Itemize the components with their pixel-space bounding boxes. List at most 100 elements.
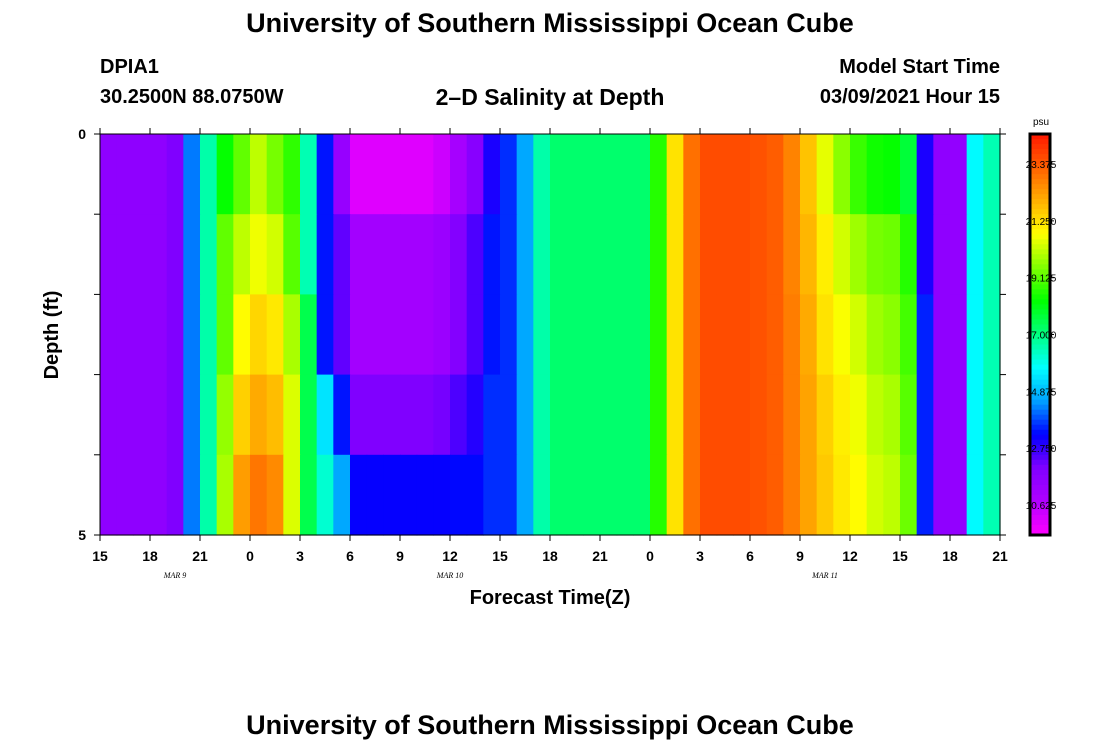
- heatmap-cell: [783, 374, 801, 456]
- heatmap-cell: [216, 294, 234, 376]
- heatmap-cell: [166, 454, 184, 536]
- colorbar-swatch: [1030, 144, 1050, 150]
- heatmap-cell: [583, 374, 601, 456]
- heatmap-cell: [766, 134, 784, 215]
- y-axis: 05: [78, 126, 1006, 543]
- heatmap-cell: [433, 134, 451, 215]
- heatmap-cell: [466, 134, 484, 215]
- heatmap-cell: [750, 134, 768, 215]
- colorbar-label: 12.750: [1026, 444, 1057, 455]
- x-tick-label: 18: [542, 548, 558, 564]
- colorbar-swatch: [1030, 504, 1050, 511]
- heatmap-cell: [683, 134, 701, 215]
- heatmap-cell: [200, 134, 218, 215]
- heatmap-cell: [733, 374, 751, 456]
- heatmap-cell: [933, 374, 951, 456]
- colorbar-swatch: [1030, 489, 1050, 496]
- heatmap-cell: [533, 374, 551, 456]
- heatmap-cell: [183, 134, 201, 215]
- colorbar-swatch: [1030, 214, 1050, 220]
- heatmap-cell: [666, 134, 684, 215]
- heatmap-cell: [233, 454, 251, 536]
- colorbar-swatch: [1030, 239, 1050, 245]
- colorbar-swatch: [1030, 479, 1050, 486]
- colorbar-label: 14.875: [1026, 387, 1057, 398]
- colorbar-swatch: [1030, 459, 1050, 466]
- heatmap-cell: [383, 214, 401, 295]
- heatmap-cell: [800, 134, 818, 215]
- heatmap-cell: [383, 134, 401, 215]
- heatmap-cell: [533, 134, 551, 215]
- heatmap-cell: [466, 294, 484, 376]
- heatmap-cell: [350, 294, 368, 376]
- heatmap-cell: [766, 374, 784, 456]
- heatmap-cell: [250, 374, 268, 456]
- heatmap-cell: [200, 294, 218, 376]
- heatmap-cell: [200, 214, 218, 295]
- heatmap-cell: [933, 294, 951, 376]
- colorbar-swatch: [1030, 264, 1050, 270]
- colorbar-swatch: [1030, 304, 1050, 311]
- heatmap-cell: [366, 294, 384, 376]
- heatmap-cell: [766, 214, 784, 295]
- heatmap-cell: [150, 374, 168, 456]
- station-id: DPIA1: [100, 56, 159, 78]
- heatmap-cell: [550, 134, 568, 215]
- heatmap-cell: [133, 214, 151, 295]
- colorbar-swatch: [1030, 524, 1050, 531]
- heatmap-cell: [250, 134, 268, 215]
- heatmap-cell: [966, 214, 984, 295]
- heatmap-cell: [883, 374, 901, 456]
- heatmap-cell: [466, 454, 484, 536]
- model-start-value: 03/09/2021 Hour 15: [819, 86, 1000, 108]
- heatmap-cell: [600, 374, 618, 456]
- x-tick-label: 21: [592, 548, 608, 564]
- colorbar-swatch: [1030, 194, 1050, 200]
- heatmap-cell: [316, 454, 334, 536]
- heatmap-cell: [100, 134, 118, 215]
- heatmap-cell: [283, 134, 301, 215]
- colorbar-swatch: [1030, 324, 1050, 331]
- colorbar-label: 23.375: [1026, 160, 1057, 171]
- heatmap-cell: [450, 374, 468, 456]
- colorbar-swatch: [1030, 359, 1050, 366]
- heatmap-cell: [666, 214, 684, 295]
- heatmap-cell: [566, 294, 584, 376]
- colorbar-swatch: [1030, 354, 1050, 361]
- colorbar-swatch: [1030, 439, 1050, 446]
- heatmap-cell: [950, 454, 968, 536]
- heatmap-cell: [483, 134, 501, 215]
- heatmap-cell: [916, 214, 934, 295]
- heatmap-cell: [650, 294, 668, 376]
- heatmap-cell: [283, 214, 301, 295]
- heatmap-cell: [750, 454, 768, 536]
- colorbar-swatch: [1030, 169, 1050, 175]
- heatmap-cell: [516, 374, 534, 456]
- colorbar-swatch: [1030, 234, 1050, 240]
- colorbar-swatch: [1030, 334, 1050, 341]
- x-tick-label: 0: [646, 548, 654, 564]
- x-tick-label: 21: [192, 548, 208, 564]
- heatmap-cell: [733, 294, 751, 376]
- heatmap-cell: [616, 294, 634, 376]
- heatmap-cell: [683, 454, 701, 536]
- heatmap-cell: [350, 214, 368, 295]
- heatmap-cell: [316, 294, 334, 376]
- y-axis-title: Depth (ft): [41, 291, 63, 380]
- heatmap-cell: [883, 294, 901, 376]
- colorbar-swatch: [1030, 484, 1050, 491]
- x-tick-label: 3: [696, 548, 704, 564]
- heatmap-cell: [283, 374, 301, 456]
- colorbar-swatch: [1030, 294, 1050, 301]
- heatmap-cell: [900, 374, 918, 456]
- heatmap-cell: [666, 454, 684, 536]
- heatmap-cell: [750, 294, 768, 376]
- heatmap-cell: [433, 214, 451, 295]
- footer-title: University of Southern Mississippi Ocean…: [246, 710, 854, 740]
- station-coordinates: 30.2500N 88.0750W: [100, 86, 284, 108]
- colorbar-swatch: [1030, 149, 1050, 155]
- heatmap-cell: [366, 134, 384, 215]
- heatmap-cell: [950, 214, 968, 295]
- heatmap-cell: [650, 374, 668, 456]
- heatmap-cell: [266, 374, 284, 456]
